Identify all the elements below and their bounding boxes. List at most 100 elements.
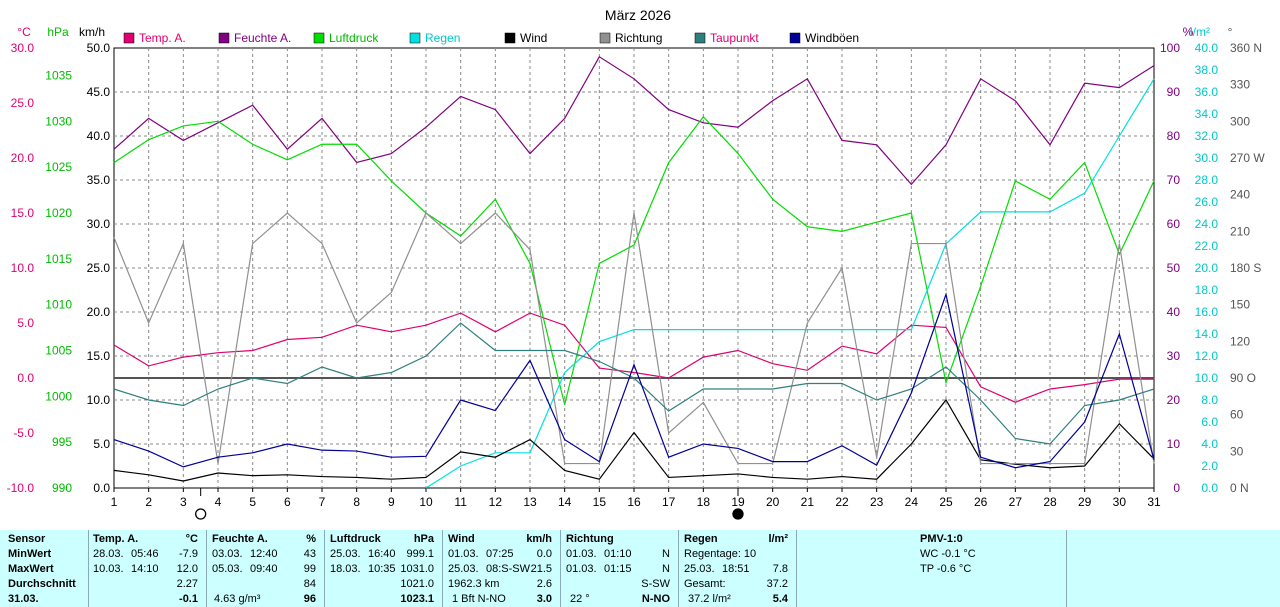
stats-wind-min-time: 07:25 (486, 548, 514, 560)
stats-rain-total-label: Gesamt: (684, 578, 726, 590)
pressure-tick-label: 1035 (45, 69, 72, 83)
stats-row-label-avg: Durchschnitt (8, 578, 76, 590)
stats-col-pmv: PMV-1:0 WC -0.1 °C TP -0.6 °C (796, 530, 1067, 607)
x-tick-label: 6 (284, 495, 291, 509)
stats-humidity-avg: 84 (303, 578, 316, 590)
stats-col-wind: Wind km/h 01.03. 07:25 0.0 25.03. 08:S-S… (442, 530, 561, 607)
pressure-tick-label: 1025 (45, 160, 72, 174)
direction-tick-label: 330 (1230, 78, 1250, 92)
unit-label-pressure: hPa (47, 25, 69, 39)
legend-label: Feuchte A. (234, 31, 291, 45)
stats-header-rain: Regen (684, 533, 718, 545)
stats-rain-max-date: 25.03. (684, 563, 715, 575)
rain-tick-label: 10.0 (1195, 371, 1219, 385)
humidity-tick-label: 80 (1167, 129, 1181, 143)
pressure-tick-label: 1000 (45, 389, 72, 403)
stats-pressure-min-value: 999.1 (406, 548, 434, 560)
humidity-tick-label: 60 (1167, 217, 1181, 231)
series-line-Temp. A. (113, 312, 1154, 403)
temp-tick-label: 10.0 (11, 261, 35, 275)
stats-humidity-min-value: 43 (303, 548, 316, 560)
stats-wind-max-date: 25.03. (448, 563, 479, 575)
stats-col-humidity: Feuchte A. % 03.03. 12:40 43 05.03. 09:4… (206, 530, 325, 607)
rain-tick-label: 30.0 (1195, 151, 1219, 165)
stats-rain-month: 37.2 l/m² (688, 593, 731, 605)
x-tick-label: 4 (215, 495, 222, 509)
stats-direction-max-value: N (662, 563, 670, 575)
rain-tick-label: 32.0 (1195, 129, 1219, 143)
stats-temp-max-time: 14:10 (131, 563, 159, 575)
series-line-Luftdruck (113, 115, 1155, 405)
stats-humidity-absolute: 4.63 g/m³ (214, 593, 261, 605)
stats-rain-max-time: 18:51 (722, 563, 750, 575)
x-tick-label: 24 (905, 495, 919, 509)
stats-direction-min-date: 01.03. (566, 548, 597, 560)
stats-direction-max-date: 01.03. (566, 563, 597, 575)
direction-tick-label: 30 (1230, 444, 1244, 458)
stats-pressure-min-time: 16:40 (368, 548, 396, 560)
pressure-tick-label: 1010 (45, 298, 72, 312)
rain-tick-label: 34.0 (1195, 107, 1219, 121)
stats-humidity-max-date: 05.03. (212, 563, 243, 575)
wind-tick-label: 45.0 (87, 85, 111, 99)
legend-label: Regen (425, 31, 460, 45)
unit-label-humidity: % (1183, 25, 1194, 39)
direction-tick-label: 360 N (1230, 41, 1262, 55)
rain-tick-label: 18.0 (1195, 283, 1219, 297)
legend-swatch (409, 32, 421, 44)
x-tick-label: 11 (454, 495, 467, 509)
wind-tick-label: 50.0 (87, 41, 111, 55)
stats-rain-current: 5.4 (772, 593, 788, 605)
series-line-Windböen (113, 292, 1155, 469)
rain-tick-label: 12.0 (1195, 349, 1219, 363)
weather-chart: März 2026 Temp. A. Feuchte A. Luftdruck Reg… (7, 7, 1265, 520)
rain-tick-label: 40.0 (1195, 41, 1219, 55)
humidity-tick-label: 100 (1160, 41, 1180, 55)
stats-temp-max-value: 12.0 (176, 563, 198, 575)
x-tick-label: 16 (627, 495, 641, 509)
stats-col-temp: Temp. A. °C 28.03. 05:46 -7.9 10.03. 14:… (88, 530, 207, 607)
stats-pmv-wc: WC -0.1 °C (920, 548, 976, 560)
chart-legend: Temp. A. Feuchte A. Luftdruck Regen Wind Rich… (123, 31, 859, 45)
rain-tick-label: 28.0 (1195, 173, 1219, 187)
stats-temp-min-date: 28.03. (93, 548, 124, 560)
x-tick-label: 25 (939, 495, 953, 509)
stats-temp-current: -0.1 (179, 593, 198, 605)
stats-humidity-max-time: 09:40 (250, 563, 278, 575)
stats-pressure-current: 1023.1 (400, 593, 434, 605)
x-tick-label: 10 (419, 495, 433, 509)
stats-header-sensor: Sensor (8, 533, 46, 545)
direction-tick-label: 180 S (1230, 261, 1261, 275)
stats-row-label-min: MinWert (8, 548, 52, 560)
x-tick-label: 30 (1113, 495, 1127, 509)
unit-label-temp: °C (17, 25, 31, 39)
new-moon-icon (732, 508, 744, 520)
x-tick-label: 3 (180, 495, 187, 509)
rain-tick-label: 26.0 (1195, 195, 1219, 209)
wind-tick-label: 30.0 (87, 217, 111, 231)
legend-label: Windböen (805, 31, 859, 45)
x-tick-label: 8 (353, 495, 360, 509)
stats-unit-wind: km/h (526, 533, 552, 545)
x-tick-label: 27 (1009, 495, 1023, 509)
stats-wind-max-time: 08:S-SW (486, 563, 531, 575)
humidity-tick-label: 20 (1167, 393, 1181, 407)
unit-label-wind: km/h (79, 25, 105, 39)
x-tick-label: 14 (558, 495, 572, 509)
temp-tick-label: 25.0 (11, 96, 35, 110)
rain-tick-label: 20.0 (1195, 261, 1219, 275)
stats-header-wind: Wind (448, 533, 475, 545)
legend-swatch (694, 32, 706, 44)
stats-col-sensor: Sensor MinWert MaxWert Durchschnitt 31.0… (0, 530, 89, 607)
wind-tick-label: 10.0 (87, 393, 111, 407)
humidity-tick-label: 50 (1167, 261, 1181, 275)
legend-label: Richtung (615, 31, 662, 45)
direction-tick-label: 150 (1230, 298, 1250, 312)
stats-unit-temp: °C (185, 533, 198, 545)
humidity-tick-label: 0 (1173, 481, 1180, 495)
legend-label: Wind (520, 31, 547, 45)
rain-tick-label: 36.0 (1195, 85, 1219, 99)
full-moon-icon (195, 508, 207, 520)
x-tick-label: 1 (111, 495, 118, 509)
stats-pressure-max-date: 18.03. (330, 563, 361, 575)
